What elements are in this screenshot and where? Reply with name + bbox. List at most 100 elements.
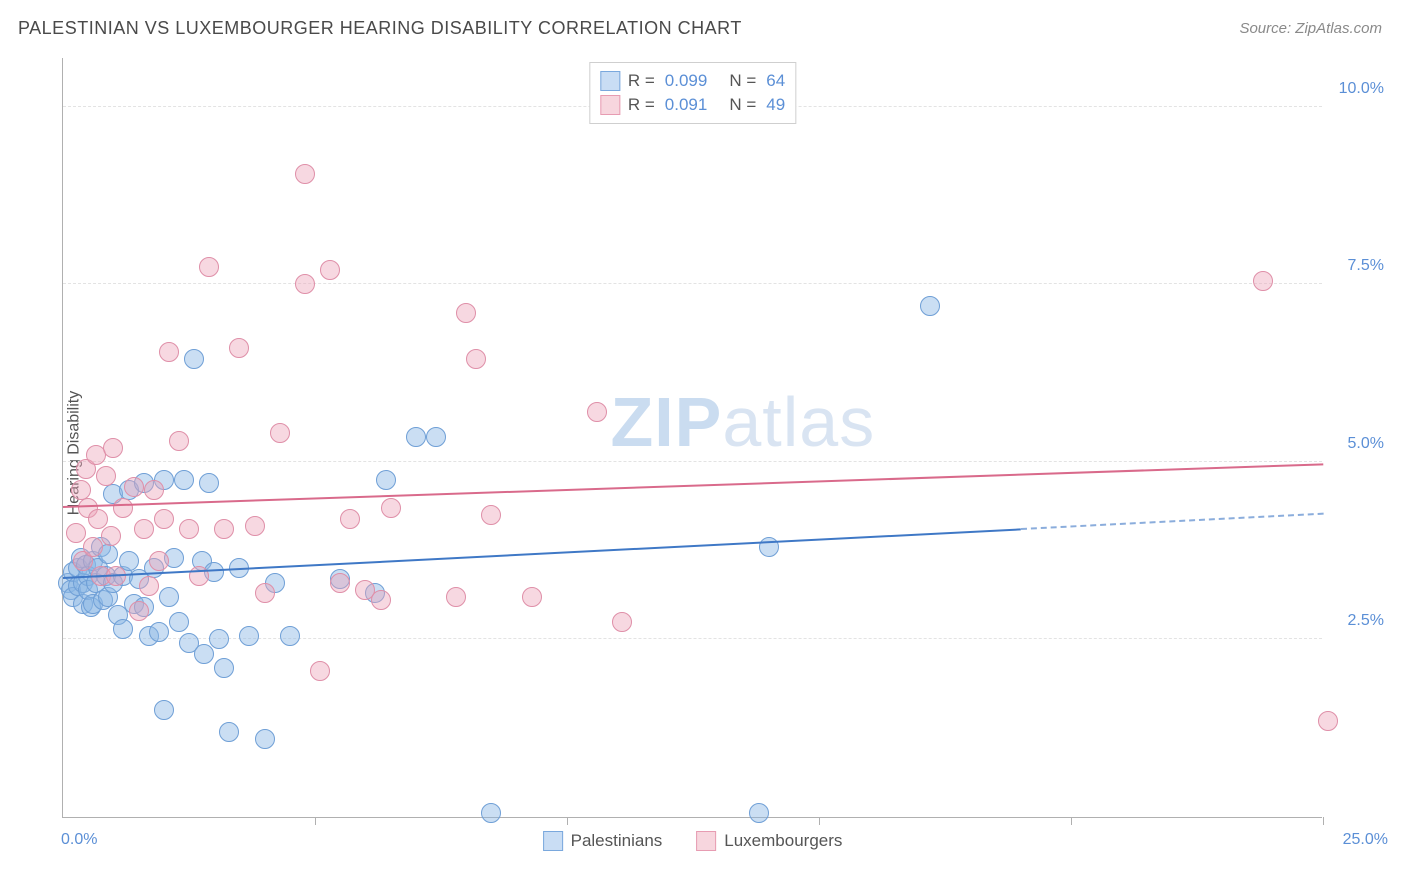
trend-line	[1021, 513, 1323, 530]
y-tick-label: 10.0%	[1328, 80, 1384, 98]
data-point	[481, 803, 501, 823]
data-point	[466, 349, 486, 369]
data-point	[1253, 271, 1273, 291]
data-point	[1318, 711, 1338, 731]
legend-series-label: Palestinians	[571, 831, 663, 851]
data-point	[280, 626, 300, 646]
n-label: N =	[729, 71, 756, 91]
data-point	[310, 661, 330, 681]
data-point	[295, 274, 315, 294]
r-value: 0.091	[665, 95, 708, 115]
data-point	[456, 303, 476, 323]
legend-swatch	[696, 831, 716, 851]
data-point	[406, 427, 426, 447]
legend-series-label: Luxembourgers	[724, 831, 842, 851]
data-point	[522, 587, 542, 607]
data-point	[169, 431, 189, 451]
data-point	[96, 466, 116, 486]
r-value: 0.099	[665, 71, 708, 91]
trend-line	[63, 463, 1323, 508]
legend-swatch	[543, 831, 563, 851]
legend-swatch	[600, 71, 620, 91]
data-point	[149, 622, 169, 642]
data-point	[229, 338, 249, 358]
data-point	[129, 601, 149, 621]
x-axis-min-label: 0.0%	[61, 831, 97, 849]
data-point	[255, 729, 275, 749]
data-point	[149, 551, 169, 571]
data-point	[113, 498, 133, 518]
gridline	[63, 283, 1322, 284]
data-point	[481, 505, 501, 525]
n-value: 49	[766, 95, 785, 115]
data-point	[219, 722, 239, 742]
legend-stat-row: R = 0.099 N = 64	[600, 69, 785, 93]
r-label: R =	[628, 95, 655, 115]
gridline	[63, 461, 1322, 462]
data-point	[159, 587, 179, 607]
data-point	[179, 519, 199, 539]
data-point	[920, 296, 940, 316]
data-point	[371, 590, 391, 610]
n-value: 64	[766, 71, 785, 91]
data-point	[83, 537, 103, 557]
data-point	[134, 519, 154, 539]
x-tick	[567, 817, 568, 825]
data-point	[245, 516, 265, 536]
data-point	[169, 612, 189, 632]
data-point	[340, 509, 360, 529]
data-point	[214, 519, 234, 539]
data-point	[426, 427, 446, 447]
r-label: R =	[628, 71, 655, 91]
data-point	[381, 498, 401, 518]
data-point	[184, 349, 204, 369]
data-point	[139, 576, 159, 596]
x-axis-max-label: 25.0%	[1343, 831, 1388, 849]
data-point	[320, 260, 340, 280]
data-point	[214, 658, 234, 678]
data-point	[88, 509, 108, 529]
data-point	[612, 612, 632, 632]
data-point	[103, 438, 123, 458]
plot-area: ZIPatlas R =0.099N =64R =0.091N =49 0.0%…	[62, 58, 1322, 818]
data-point	[124, 477, 144, 497]
x-tick	[1071, 817, 1072, 825]
legend-swatch	[600, 95, 620, 115]
data-point	[199, 257, 219, 277]
data-point	[270, 423, 290, 443]
data-point	[159, 342, 179, 362]
watermark: ZIPatlas	[610, 382, 875, 462]
legend-series-item: Luxembourgers	[696, 831, 842, 851]
data-point	[587, 402, 607, 422]
legend-series: Palestinians Luxembourgers	[543, 831, 843, 851]
legend-series-item: Palestinians	[543, 831, 663, 851]
data-point	[113, 619, 133, 639]
data-point	[174, 470, 194, 490]
data-point	[154, 700, 174, 720]
chart-title: PALESTINIAN VS LUXEMBOURGER HEARING DISA…	[18, 18, 742, 39]
data-point	[199, 473, 219, 493]
data-point	[295, 164, 315, 184]
data-point	[66, 523, 86, 543]
y-tick-label: 2.5%	[1328, 612, 1384, 630]
chart-container: Hearing Disability ZIPatlas R =0.099N =6…	[18, 58, 1388, 848]
data-point	[144, 480, 164, 500]
x-tick	[1323, 817, 1324, 825]
data-point	[154, 509, 174, 529]
legend-stats: R = 0.099 N = 64 R = 0.091 N = 49	[589, 62, 796, 124]
data-point	[239, 626, 259, 646]
data-point	[255, 583, 275, 603]
y-tick-label: 7.5%	[1328, 257, 1384, 275]
data-point	[376, 470, 396, 490]
data-point	[446, 587, 466, 607]
legend-stat-row: R = 0.091 N = 49	[600, 93, 785, 117]
data-point	[209, 629, 229, 649]
data-point	[189, 566, 209, 586]
x-tick	[315, 817, 316, 825]
data-point	[330, 573, 350, 593]
data-point	[194, 644, 214, 664]
data-point	[101, 526, 121, 546]
x-tick	[819, 817, 820, 825]
y-tick-label: 5.0%	[1328, 435, 1384, 453]
n-label: N =	[729, 95, 756, 115]
